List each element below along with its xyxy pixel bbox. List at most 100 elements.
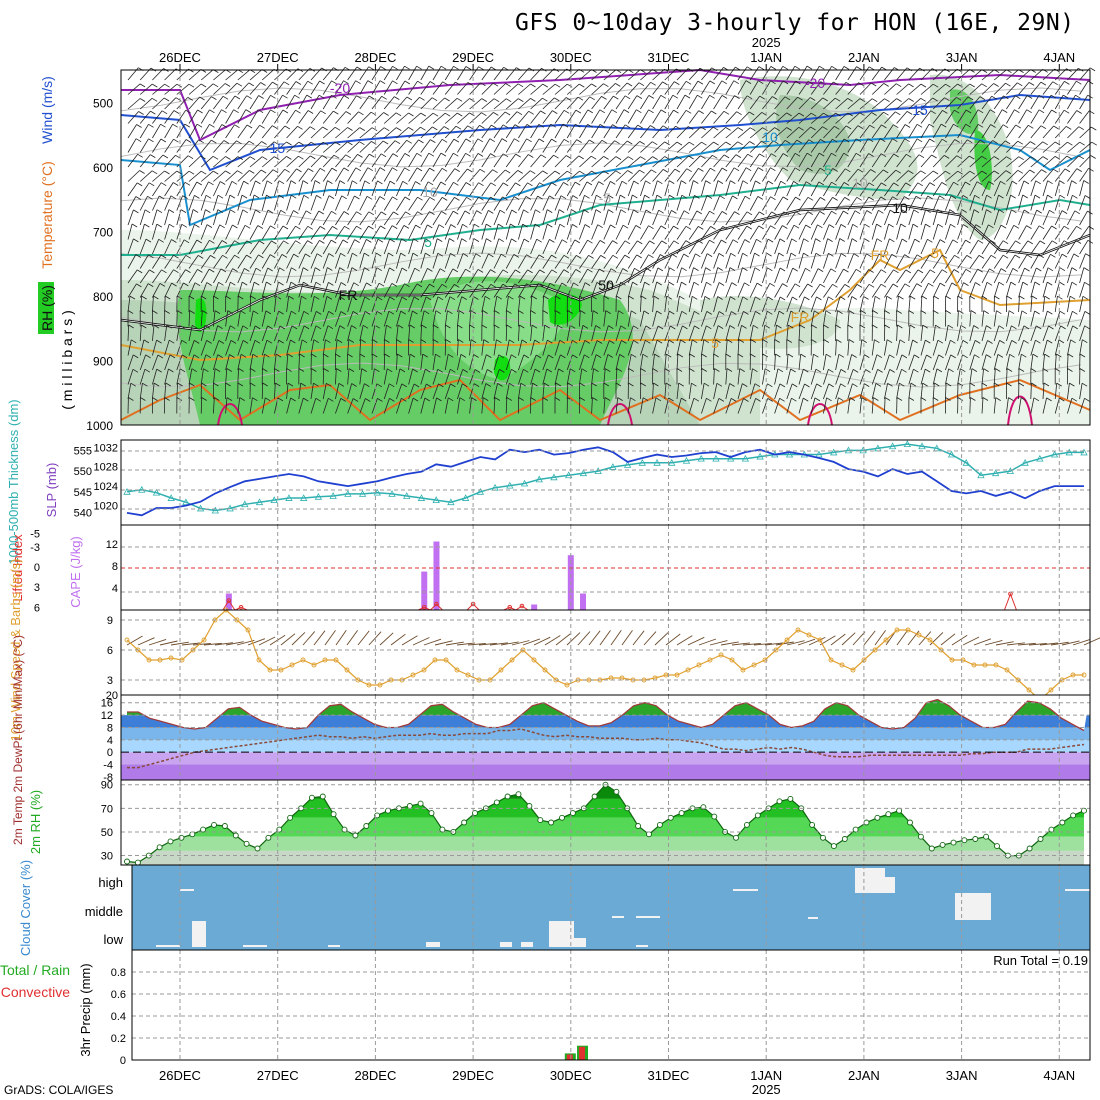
wind-barb-flag xyxy=(584,340,591,344)
wind-barb xyxy=(835,268,844,284)
wind-barb-flag xyxy=(945,295,951,300)
wind-barb-flag xyxy=(651,141,658,146)
wind-barb xyxy=(347,383,352,400)
wind-barb xyxy=(920,283,929,298)
wind-barb xyxy=(469,397,472,414)
rh-tick-label: 50 xyxy=(101,827,113,839)
wind-barb-flag xyxy=(261,156,268,161)
wind-barb-flag xyxy=(769,282,776,287)
wind-barb-flag xyxy=(322,141,329,146)
surface-wind-barb xyxy=(742,642,761,646)
wind-barb xyxy=(945,83,958,95)
wind-barb xyxy=(896,324,898,342)
wind-barb xyxy=(371,311,378,327)
wind-barb-flag xyxy=(183,239,190,244)
wind-barb xyxy=(713,154,725,168)
wind-barb-flag xyxy=(759,211,765,216)
wind-barb-flag xyxy=(648,109,654,114)
rh-point xyxy=(341,826,348,833)
wind-barb-flag xyxy=(148,182,155,187)
wind-barb-flag xyxy=(266,180,273,185)
wind-barb-flag xyxy=(318,210,325,215)
wind-barb xyxy=(213,255,223,269)
wind-barb-flag xyxy=(939,195,945,200)
wind-barb xyxy=(176,155,189,168)
wind-barb-flag xyxy=(700,126,706,131)
wind-barb-flag xyxy=(322,126,328,131)
wind-barb xyxy=(823,310,827,327)
wind-barb xyxy=(676,110,687,124)
wind-barb-flag xyxy=(283,81,290,86)
wind-barb xyxy=(432,253,439,269)
wind-barb-flag xyxy=(233,109,239,114)
wind-barb-flag xyxy=(1008,397,1014,401)
wind-barb-flag xyxy=(819,167,826,172)
wind-barb-flag xyxy=(401,397,407,402)
wind-barb xyxy=(286,81,297,95)
wind-barb-flag xyxy=(750,353,756,358)
wind-barb-flag xyxy=(267,325,273,330)
wind-barb xyxy=(847,397,851,414)
wind-barb-flag xyxy=(816,383,822,388)
wind-barb xyxy=(798,324,801,342)
wind-barb xyxy=(664,109,674,124)
wind-barb-flag xyxy=(405,211,411,216)
wind-speed-point xyxy=(949,657,955,663)
wind-barb-flag xyxy=(404,283,410,288)
wind-barb-flag xyxy=(815,252,822,257)
wind-barb-flag xyxy=(278,310,284,315)
wind-barb-flag xyxy=(494,310,500,314)
wind-barb xyxy=(566,382,569,400)
wind-barb-flag xyxy=(1067,368,1073,372)
wind-barb xyxy=(664,382,667,400)
thickness-point xyxy=(123,487,131,495)
wind-barb-flag xyxy=(726,339,733,343)
wind-barb-flag xyxy=(755,180,761,185)
surface-wind-barb xyxy=(511,640,530,646)
wind-barb xyxy=(957,209,963,226)
wind-barb-flag xyxy=(254,339,261,344)
wind-barb xyxy=(542,223,548,240)
thickness-point xyxy=(226,504,234,512)
wind-barb-flag xyxy=(993,382,1000,387)
wind-barb xyxy=(200,282,208,298)
wind-barb xyxy=(627,340,634,356)
rh-point xyxy=(917,833,924,840)
wind-barb-flag xyxy=(550,123,557,128)
wind-barb xyxy=(640,340,646,356)
wind-barb-flag xyxy=(538,138,545,143)
wind-tick-20: 20 xyxy=(106,690,118,702)
wind-barb xyxy=(774,127,787,139)
wind-barb-flag xyxy=(563,254,570,259)
wind-barb-flag xyxy=(128,397,134,401)
wind-barb-flag xyxy=(450,224,456,228)
wind-barb-flag xyxy=(1063,240,1070,245)
wind-barb xyxy=(1018,281,1024,298)
wind-barb xyxy=(1054,141,1068,153)
wind-barb xyxy=(408,181,416,197)
wind-barb-flag xyxy=(575,109,582,114)
wind-barb xyxy=(322,195,330,211)
wind-barb-flag xyxy=(645,325,652,330)
wind-barb xyxy=(274,225,284,240)
wind-barb xyxy=(237,95,248,110)
rh-contour xyxy=(120,307,1082,333)
wind-barb-flag xyxy=(879,138,886,142)
wind-speed-point xyxy=(432,657,438,663)
wind-barb-flag xyxy=(554,397,561,401)
wind-barb xyxy=(127,124,137,139)
wind-barb xyxy=(993,170,1007,182)
wind-barb-flag xyxy=(755,296,761,301)
wind-speed-point xyxy=(344,667,350,673)
wind-barb-flag xyxy=(782,225,788,229)
wind-barb-flag xyxy=(1042,156,1049,160)
wind-barb-flag xyxy=(274,156,280,160)
wind-barb-flag xyxy=(357,154,363,158)
wind-barb-flag xyxy=(201,382,207,387)
cloud-background xyxy=(132,865,1090,950)
wind-barb xyxy=(798,310,803,327)
wind-barb-flag xyxy=(798,339,805,343)
wind-barb xyxy=(591,325,596,342)
wind-barb-flag xyxy=(784,96,791,101)
wind-barb xyxy=(957,340,964,356)
